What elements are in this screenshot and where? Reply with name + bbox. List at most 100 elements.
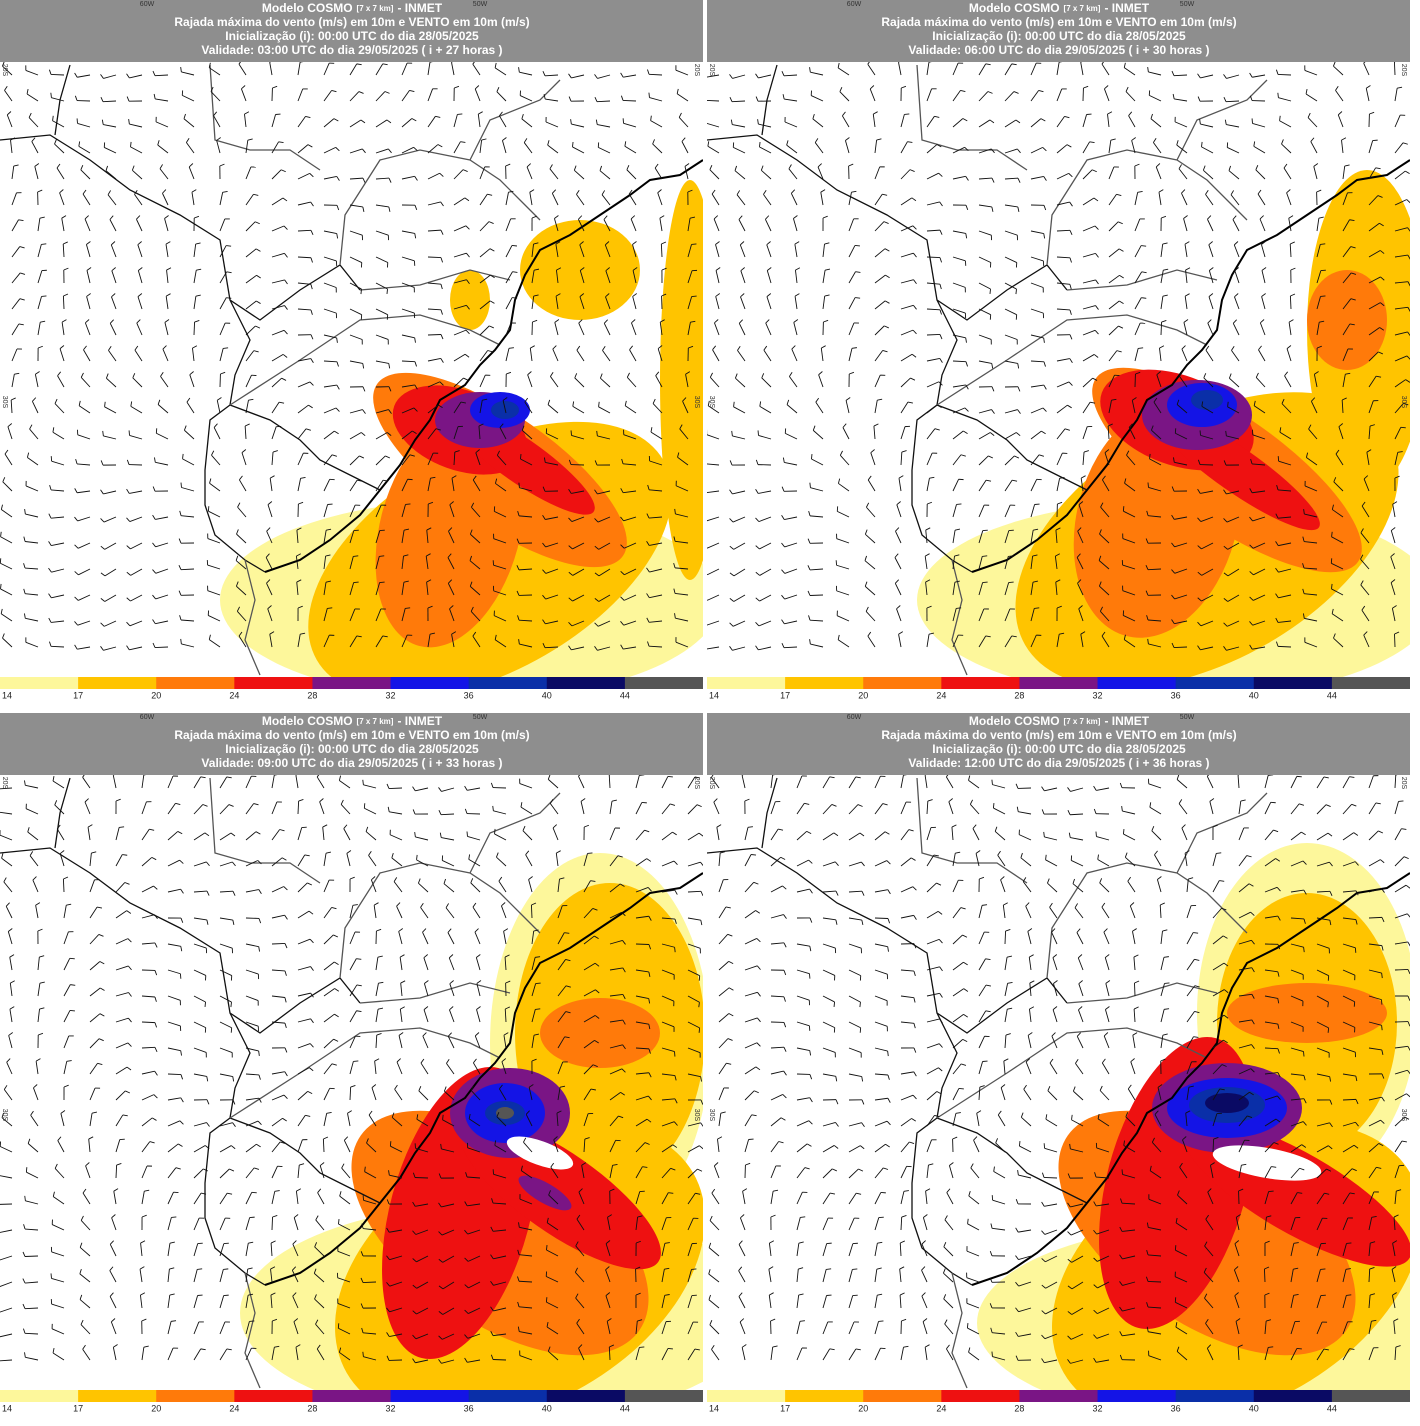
barb-flag [936,144,942,148]
barb-staff [241,452,247,466]
barb-flag [1258,345,1262,351]
wind-barb [181,90,195,102]
barb-flag [331,454,337,457]
barb-staff [245,969,259,975]
barb-flag [182,453,184,459]
barb-flag [755,645,759,651]
barb-staff [155,98,169,102]
barb-flag [134,189,138,195]
barb-flag [965,337,967,343]
barb-staff [469,560,481,570]
wind-barb [374,1058,380,1075]
wind-barb [245,221,260,232]
barb-flag [1307,112,1311,118]
barb-flag [1011,635,1017,638]
barb-flag [865,502,870,508]
barb-staff [375,608,382,622]
wind-barb [33,1084,39,1101]
wind-barb [661,917,677,924]
barb-staff [1284,375,1292,388]
barb-flag [194,215,200,219]
wind-barb [115,882,130,893]
wind-barb [729,568,746,577]
wind-barb [368,1110,377,1127]
barb-flag [542,486,546,492]
barb-flag [54,800,58,806]
barb-staff [349,455,360,466]
barb-staff [451,478,455,492]
barb-flag [1275,541,1279,546]
wind-barb [193,1021,207,1033]
wind-barb [89,1062,103,1075]
barb-staff [740,296,746,310]
barb-flag [220,371,226,375]
barb-staff [129,620,143,627]
barb-staff [1122,538,1136,544]
wind-barb [555,267,562,284]
barb-flag [412,809,416,815]
wind-barb [896,501,902,518]
wind-barb [729,516,746,523]
barb-flag [86,241,91,245]
barb-staff [978,504,985,518]
barb-staff [11,374,15,388]
wind-barb [104,401,117,414]
wind-barb [219,1099,236,1105]
barb-staff [443,883,455,893]
barb-staff [555,296,559,310]
wind-barb [661,293,667,310]
wind-barb [1004,230,1018,241]
barb-flag [99,987,105,991]
barb-flag [1407,281,1411,287]
barb-staff [1252,434,1266,440]
barb-staff [732,124,746,128]
wind-barb [1310,397,1318,414]
barb-flag [195,242,201,245]
barb-flag [962,118,968,122]
wind-barb [620,95,637,102]
barb-flag [989,119,995,124]
wind-barb [1082,169,1097,180]
wind-barb [1308,424,1318,440]
wind-barb [349,555,359,570]
wind-barb [494,634,507,648]
barb-flag [568,488,572,494]
wind-barb [52,115,65,128]
wind-barb [782,94,798,102]
barb-staff [675,513,689,518]
wind-barb [583,824,590,841]
barb-flag [674,889,678,895]
wind-barb [652,139,663,154]
barb-flag [559,877,565,880]
wind-barb [706,429,720,440]
barb-staff [445,907,455,919]
barb-flag [991,409,995,414]
wind-barb [661,1021,675,1032]
wind-barb [1004,334,1018,345]
barb-flag [1095,279,1099,285]
wind-barb [271,450,278,466]
wind-barb [375,282,388,295]
wind-barb [37,269,47,284]
wind-barb [1255,372,1266,388]
wind-barb [375,204,391,212]
barb-staff [810,487,824,492]
wind-barb [63,903,72,919]
wind-barb [874,350,888,362]
wind-barb [74,488,91,494]
wind-barb [952,384,969,390]
wind-barb [141,969,158,976]
barb-flag [267,605,272,610]
barb-flag [9,1006,15,1010]
barb-staff [427,452,434,466]
barb-staff [609,1068,623,1075]
barb-flag [6,1058,11,1063]
barb-staff [245,1047,259,1052]
barb-staff [1080,634,1084,648]
barb-staff [453,169,464,180]
barb-staff [1056,358,1070,362]
barb-flag [501,1058,507,1063]
wind-barb [1054,553,1060,570]
barb-flag [125,1090,131,1094]
wind-barb [519,778,533,789]
